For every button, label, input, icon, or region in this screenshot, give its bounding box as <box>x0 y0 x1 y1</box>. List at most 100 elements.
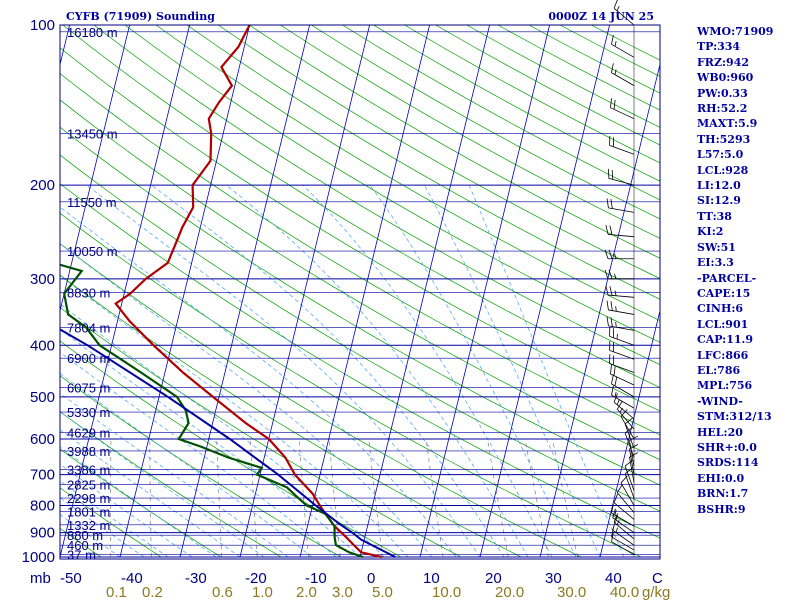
moist-adiabat <box>60 497 145 558</box>
wind-barb-staff <box>609 336 635 346</box>
wind-barb-feather <box>610 317 613 327</box>
parcel-trace <box>60 328 396 558</box>
wind-barb-staff <box>611 541 635 556</box>
height-label: 6075 m <box>67 380 110 395</box>
wind-barb-staff <box>629 457 635 483</box>
stat-line: FRZ:942 <box>697 55 750 69</box>
wind-barb-staff <box>608 325 635 331</box>
wind-barb <box>609 326 635 346</box>
stat-line: LI:12.0 <box>697 179 741 193</box>
stat-line: BSHR:9 <box>697 502 746 516</box>
mixing-ratio-unit-label: g/kg <box>642 584 670 600</box>
wind-barb-staff <box>613 7 635 26</box>
stat-line: LCL:928 <box>697 163 749 177</box>
wind-barb <box>609 354 635 373</box>
stat-line: MAXT:5.9 <box>697 117 758 131</box>
mixing-ratio-tick-label: 5.0 <box>372 584 393 600</box>
wind-barb <box>611 374 635 398</box>
dry-adiabat <box>60 73 660 436</box>
stat-line: SRDS:114 <box>697 456 759 470</box>
height-label: 3386 m <box>67 463 110 478</box>
pressure-tick-label: 400 <box>30 337 55 354</box>
wind-barb-staff <box>611 512 635 527</box>
wind-barb <box>605 225 635 238</box>
wind-barb-staff <box>612 517 635 533</box>
wind-barb-half-feather <box>614 290 617 296</box>
height-label: 11550 m <box>67 195 117 210</box>
wind-barb <box>613 493 635 520</box>
mixing-ratio-tick-label: 0.6 <box>212 584 233 600</box>
height-label: 16180 m <box>67 25 118 40</box>
wind-barb <box>606 198 635 213</box>
mixing-ratio-tick-label: 1.0 <box>252 584 273 600</box>
dry-adiabat <box>60 47 660 412</box>
wind-barb-half-feather <box>614 509 617 516</box>
background-grid <box>60 25 660 558</box>
dry-adiabat <box>93 25 660 366</box>
wind-barb-feather <box>613 513 618 523</box>
dry-adiabat <box>124 25 660 343</box>
wind-barb-feather <box>611 34 614 45</box>
wind-barb-feather <box>605 285 609 296</box>
wind-barb-feather <box>611 63 614 73</box>
stat-line: EHI:0.0 <box>697 471 745 485</box>
wind-barb <box>611 63 635 86</box>
temperature-tick-label: -30 <box>185 570 207 587</box>
stat-line: CINH:6 <box>697 302 744 316</box>
wind-barb-half-feather <box>616 5 620 12</box>
wind-barb-staff <box>629 440 635 467</box>
height-label: 2825 m <box>67 477 110 492</box>
pressure-tick-label: 300 <box>30 271 55 288</box>
wind-barb-staff <box>612 529 635 546</box>
temperature-tick-label: 10 <box>423 570 440 587</box>
wind-barb <box>613 0 635 26</box>
wind-barb-staff <box>610 107 635 120</box>
wind-barb-half-feather <box>616 519 620 526</box>
isotherm <box>419 25 550 558</box>
stat-line: CAP:11.9 <box>697 333 754 347</box>
wind-barb-feather <box>605 225 609 235</box>
dewpoint-trace <box>60 263 364 559</box>
moist-adiabat <box>60 463 193 558</box>
mixing-ratio-line <box>425 438 444 558</box>
wind-barb-feather <box>611 169 614 180</box>
temperature-tick-label: 0 <box>367 570 375 587</box>
mixing-ratio-tick-label: 0.1 <box>106 584 127 600</box>
stat-line: EL:786 <box>697 363 741 377</box>
height-label: 2298 m <box>67 491 110 506</box>
wind-barb-feather <box>612 508 616 518</box>
wind-barb-staff <box>609 145 635 155</box>
wind-barb-feather <box>606 316 609 326</box>
dry-adiabat <box>155 25 660 322</box>
moist-adiabat <box>226 184 529 558</box>
wind-barb <box>606 300 635 315</box>
wind-barb-feather <box>611 385 614 396</box>
pressure-tick-label: 700 <box>30 467 55 484</box>
stat-line: BRN:1.7 <box>697 487 749 501</box>
height-label: 13450 m <box>67 127 118 142</box>
stat-line: TP:334 <box>697 40 741 54</box>
wind-barb-feather <box>611 532 614 542</box>
pressure-tick-label: 600 <box>30 431 55 448</box>
wind-barb-staff <box>613 502 635 520</box>
wind-barb-feather <box>610 364 612 375</box>
isotherm <box>119 25 250 558</box>
mixing-ratio-tick-label: 3.0 <box>332 584 353 600</box>
isotherm <box>359 25 490 558</box>
wind-barb-staff <box>608 234 635 238</box>
mixing-ratio-tick-label: 10.0 <box>432 584 461 600</box>
wind-barb-half-feather <box>614 41 617 47</box>
wind-barb-half-feather <box>614 69 617 75</box>
pressure-tick-label: 900 <box>30 525 55 542</box>
temperature-tick-label: 40 <box>605 570 622 587</box>
moist-adiabat <box>60 514 121 558</box>
mixing-ratio-line <box>487 438 509 558</box>
stat-line: LCL:901 <box>697 317 749 331</box>
height-label: 10050 m <box>67 244 118 259</box>
height-label: 1332 m <box>67 518 110 533</box>
moist-adiabat <box>369 184 577 558</box>
dry-adiabat <box>280 25 660 239</box>
isotherm <box>479 25 610 558</box>
isotherm <box>599 309 660 558</box>
